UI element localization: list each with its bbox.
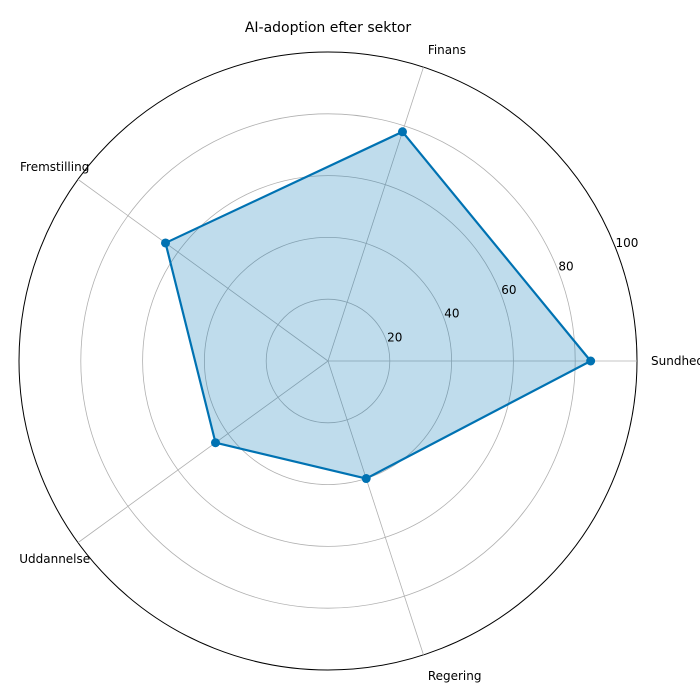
radial-tick-label: 60 bbox=[501, 283, 516, 297]
series-line bbox=[164, 130, 592, 480]
grid-spoke bbox=[77, 179, 329, 362]
category-label: Regering bbox=[428, 669, 482, 683]
data-point bbox=[361, 474, 371, 484]
radial-tick-label: 100 bbox=[615, 236, 638, 250]
radial-tick-label: 20 bbox=[387, 330, 402, 344]
grid-spoke bbox=[77, 360, 329, 543]
grid-spoke bbox=[327, 360, 424, 656]
series-area bbox=[165, 131, 591, 479]
category-label: Finans bbox=[428, 43, 466, 57]
radial-tick-label: 80 bbox=[558, 259, 573, 273]
data-point bbox=[397, 127, 407, 137]
data-point bbox=[586, 356, 596, 366]
data-layer bbox=[161, 127, 596, 484]
category-label: Uddannelse bbox=[19, 552, 90, 566]
grid-spoke bbox=[327, 66, 424, 362]
data-point bbox=[161, 238, 171, 248]
radial-tick-label: 40 bbox=[444, 307, 459, 321]
grid-layer bbox=[18, 51, 638, 671]
category-label: Sundhed bbox=[651, 354, 700, 368]
category-label: Fremstilling bbox=[20, 160, 89, 174]
chart-title: AI-adoption efter sektor bbox=[245, 20, 412, 36]
label-layer: 20 40 60 80 100 Sundhed Finans Fremstilling Udda… bbox=[19, 43, 700, 683]
data-point bbox=[211, 438, 221, 448]
